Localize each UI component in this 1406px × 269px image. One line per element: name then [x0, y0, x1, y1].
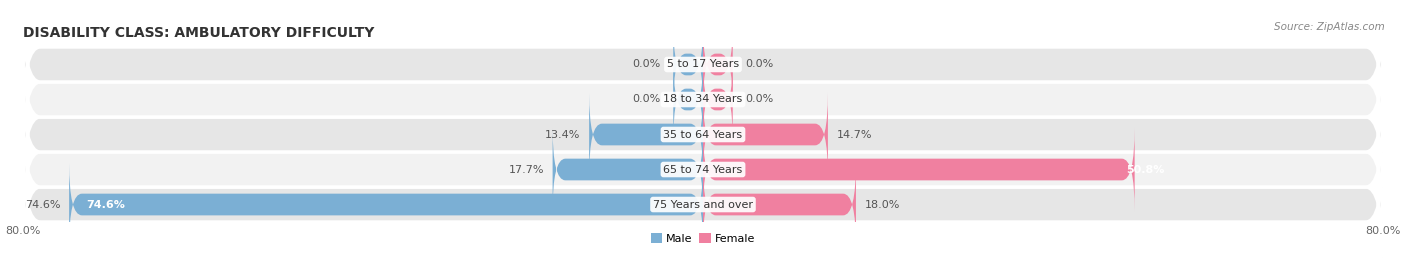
FancyBboxPatch shape [69, 163, 703, 246]
Text: 17.7%: 17.7% [509, 165, 544, 175]
FancyBboxPatch shape [703, 128, 1135, 211]
Text: 18.0%: 18.0% [865, 200, 900, 210]
FancyBboxPatch shape [703, 58, 733, 141]
FancyBboxPatch shape [703, 163, 856, 246]
Text: 74.6%: 74.6% [86, 200, 125, 210]
Text: 75 Years and over: 75 Years and over [652, 200, 754, 210]
Text: 18 to 34 Years: 18 to 34 Years [664, 94, 742, 104]
Text: 50.8%: 50.8% [1126, 165, 1164, 175]
FancyBboxPatch shape [673, 58, 703, 141]
Text: DISABILITY CLASS: AMBULATORY DIFFICULTY: DISABILITY CLASS: AMBULATORY DIFFICULTY [24, 26, 374, 40]
Text: 5 to 17 Years: 5 to 17 Years [666, 59, 740, 69]
Text: 35 to 64 Years: 35 to 64 Years [664, 129, 742, 140]
Text: 65 to 74 Years: 65 to 74 Years [664, 165, 742, 175]
FancyBboxPatch shape [24, 82, 1382, 187]
FancyBboxPatch shape [703, 93, 828, 176]
FancyBboxPatch shape [24, 117, 1382, 222]
FancyBboxPatch shape [553, 128, 703, 211]
Text: Source: ZipAtlas.com: Source: ZipAtlas.com [1274, 22, 1385, 31]
FancyBboxPatch shape [673, 23, 703, 106]
FancyBboxPatch shape [24, 12, 1382, 117]
FancyBboxPatch shape [703, 23, 733, 106]
Legend: Male, Female: Male, Female [647, 228, 759, 248]
FancyBboxPatch shape [24, 152, 1382, 257]
Text: 74.6%: 74.6% [25, 200, 60, 210]
Text: 0.0%: 0.0% [745, 94, 773, 104]
Text: 0.0%: 0.0% [745, 59, 773, 69]
Text: 0.0%: 0.0% [633, 59, 661, 69]
Text: 13.4%: 13.4% [546, 129, 581, 140]
Text: 0.0%: 0.0% [633, 94, 661, 104]
FancyBboxPatch shape [589, 93, 703, 176]
FancyBboxPatch shape [24, 47, 1382, 152]
Text: 14.7%: 14.7% [837, 129, 872, 140]
